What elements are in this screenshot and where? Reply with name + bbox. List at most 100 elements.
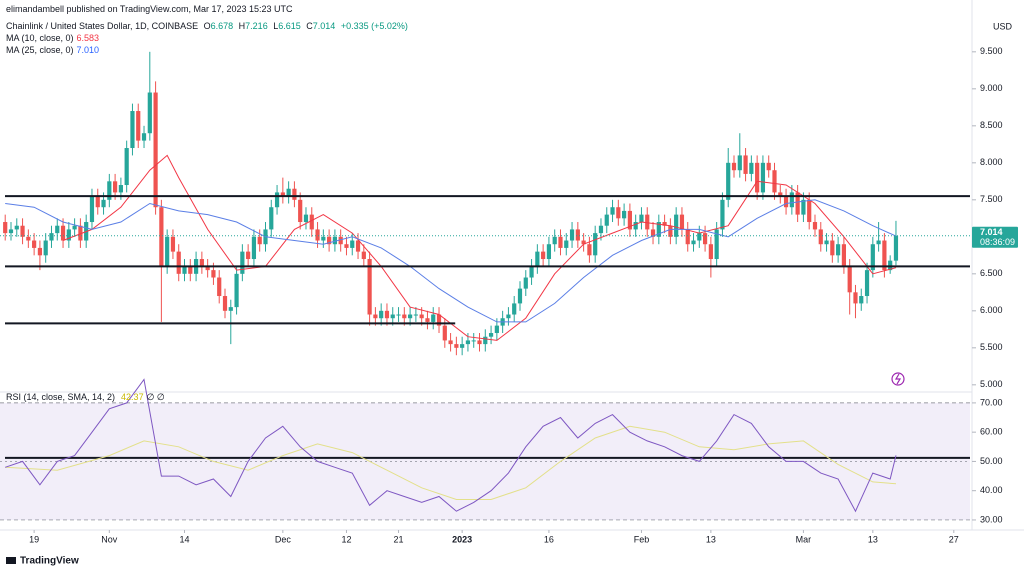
candle-body [222,296,228,311]
candle-body [575,229,580,241]
l-label: L [273,21,279,31]
candle-body [327,236,332,245]
candle-body [656,222,661,237]
candle-body [731,162,737,171]
candles [3,51,899,356]
line-series [5,425,897,500]
currency-label: USD [993,21,1013,31]
candle-body [581,240,586,245]
x-tick-label: 27 [949,534,959,544]
candle-body [49,233,54,241]
event-icon-bolt [894,373,902,385]
ma25-legend: MA (25, close, 0) 7.010 [6,45,102,55]
y-tick-label: 5.500 [980,342,1003,352]
last-price-label: 7.014 [980,227,1003,237]
candle-body [847,266,852,293]
candle-body [55,225,60,234]
candle-body [113,181,118,193]
candle-body [465,340,471,345]
candle-body [558,236,563,248]
x-tick-label: Feb [634,534,650,544]
candle-body [691,240,696,245]
candle-body [726,162,731,200]
candle-body [830,240,835,256]
candle-body [778,192,783,197]
candle-body [870,244,875,271]
candle-body [350,240,355,248]
candle-body [159,207,164,267]
line-series [5,199,897,323]
candle-body [384,310,390,319]
x-tick-label: Dec [275,534,292,544]
candle-body [20,225,25,237]
candle-body [529,266,534,278]
candle-body [436,314,442,326]
logo: TradingView [6,556,79,567]
symbol-line: Chainlink / United States Dollar, 1D, CO… [6,21,411,31]
l-value: 6.615 [278,21,301,31]
y-tick-label: 50.00 [980,456,1003,466]
rsi-ma-value: 42.37 [121,392,144,402]
candle-body [95,196,100,208]
candle-body [662,222,667,226]
candle-body [118,185,123,193]
candle-body [367,259,372,315]
candle-body [679,214,685,230]
x-tick-label: 16 [544,534,554,544]
y-tick-label: 5.000 [980,379,1003,389]
candle-body [43,240,48,256]
c-label: C [306,21,313,31]
brand: TradingView [20,556,79,567]
candle-body [170,236,176,252]
candle-body [165,236,170,267]
candle-body [361,251,366,260]
logo-mark [6,557,16,564]
candle-body [454,344,459,348]
event-icon[interactable] [891,372,905,386]
candle-body [107,181,112,200]
candle-body [477,340,482,345]
candle-body [66,229,71,241]
ma10-name: MA (10, close, 0) [6,33,74,43]
candle-body [483,336,488,345]
candle-body [182,266,187,274]
x-tick-label: Mar [796,534,812,544]
candle-body [766,162,771,171]
publisher: elimandambell published on TradingView.c… [6,4,293,14]
ma10-legend: MA (10, close, 0) 6.583 [6,33,102,43]
candle-body [552,236,557,245]
candle-body [569,229,575,241]
x-tick-label: 2023 [452,534,472,544]
candle-body [760,162,766,193]
ma25-value: 7.010 [76,45,100,55]
y-tick-label: 60.00 [980,427,1003,437]
y-tick-label: 9.000 [980,83,1003,93]
candle-body [494,325,499,334]
candle-body [344,244,349,248]
candle-body [141,133,147,141]
candle-body [749,162,754,174]
candle-body [876,240,881,245]
candle-body [633,222,638,230]
candle-body [234,273,239,308]
candle-body [78,225,83,241]
o-label: O [203,21,211,31]
candle-body [789,192,794,208]
candle-body [147,92,152,134]
candle-body [332,236,338,245]
x-tick-label: 19 [29,534,39,544]
candle-body [702,233,708,245]
candle-body [743,155,748,174]
candle-body [801,199,806,215]
candle-body [303,214,309,223]
ma10-value: 6.583 [76,33,100,43]
candle-body [708,244,713,260]
candle-body [286,188,291,197]
candle-body [598,225,604,234]
rsi-name: RSI (14, close, SMA, 14, 2) [6,392,116,402]
last-price-box [972,226,1018,248]
candle-body [616,207,621,219]
x-tick-label: Nov [101,534,118,544]
